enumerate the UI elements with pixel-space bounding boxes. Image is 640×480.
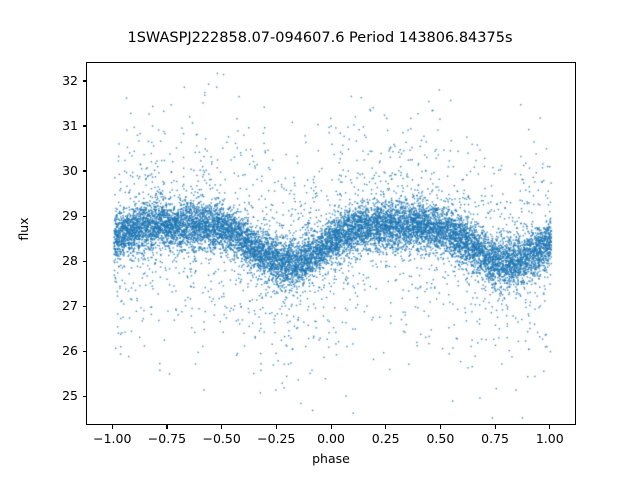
x-tick-mark	[385, 425, 387, 429]
x-tick-mark	[549, 425, 551, 429]
y-tick-label-wrap: 25	[40, 389, 78, 402]
y-tick-label: 26	[62, 343, 78, 359]
y-tick-label: 30	[62, 162, 78, 178]
y-tick-label-wrap: 29	[40, 209, 78, 222]
x-tick-label: 0.00	[317, 431, 345, 446]
y-tick-label-wrap: 31	[40, 119, 78, 132]
x-tick-mark	[494, 425, 496, 429]
x-tick-label: 1.00	[535, 431, 564, 446]
y-tick-label: 31	[62, 117, 78, 133]
x-tick-label: 0.50	[426, 431, 455, 446]
x-tick-label: −0.50	[202, 431, 241, 446]
y-tick-label: 25	[62, 388, 78, 404]
scatter-points-layer	[87, 63, 575, 424]
y-tick-label: 27	[62, 298, 78, 314]
x-tick-mark	[275, 425, 277, 429]
y-tick-label-wrap: 27	[40, 299, 78, 312]
y-tick-mark	[82, 305, 86, 307]
x-tick-mark	[330, 425, 332, 429]
y-tick-label-wrap: 30	[40, 164, 78, 177]
page-title: 1SWASPJ222858.07-094607.6 Period 143806.…	[127, 30, 513, 46]
plot-area	[86, 62, 576, 425]
x-tick-label: 0.25	[371, 431, 400, 446]
y-tick-label: 32	[62, 72, 78, 88]
x-tick-label-wrap: −1.00	[77, 431, 147, 446]
y-tick-mark	[82, 80, 86, 82]
y-tick-mark	[82, 125, 86, 127]
x-axis-label: phase	[312, 451, 350, 466]
x-tick-label: 0.75	[481, 431, 509, 446]
y-tick-mark	[82, 215, 86, 217]
y-tick-label-wrap: 32	[40, 74, 78, 87]
x-tick-mark	[166, 425, 168, 429]
x-tick-label: −0.75	[147, 431, 187, 446]
y-tick-label: 28	[62, 253, 78, 269]
x-tick-label-wrap: 0.25	[351, 431, 421, 446]
y-axis-label: flux	[16, 217, 31, 241]
y-tick-mark	[82, 350, 86, 352]
y-tick-mark	[82, 170, 86, 172]
x-tick-label-wrap: 0.75	[460, 431, 530, 446]
x-tick-label-wrap: −0.25	[241, 431, 311, 446]
y-tick-label-wrap: 28	[40, 254, 78, 267]
x-tick-label-wrap: 1.00	[515, 431, 585, 446]
x-tick-label-wrap: −0.50	[187, 431, 257, 446]
y-tick-mark	[82, 395, 86, 397]
y-tick-label-wrap: 26	[40, 344, 78, 357]
x-tick-mark	[111, 425, 113, 429]
x-tick-label: −1.00	[93, 431, 132, 446]
y-tick-mark	[82, 260, 86, 262]
x-tick-label-wrap: −0.75	[132, 431, 202, 446]
x-tick-mark	[221, 425, 223, 429]
x-tick-label-wrap: 0.00	[296, 431, 366, 446]
x-tick-label: −0.25	[257, 431, 296, 446]
x-tick-label-wrap: 0.50	[405, 431, 475, 446]
x-tick-mark	[439, 425, 441, 429]
y-tick-label: 29	[62, 208, 78, 224]
